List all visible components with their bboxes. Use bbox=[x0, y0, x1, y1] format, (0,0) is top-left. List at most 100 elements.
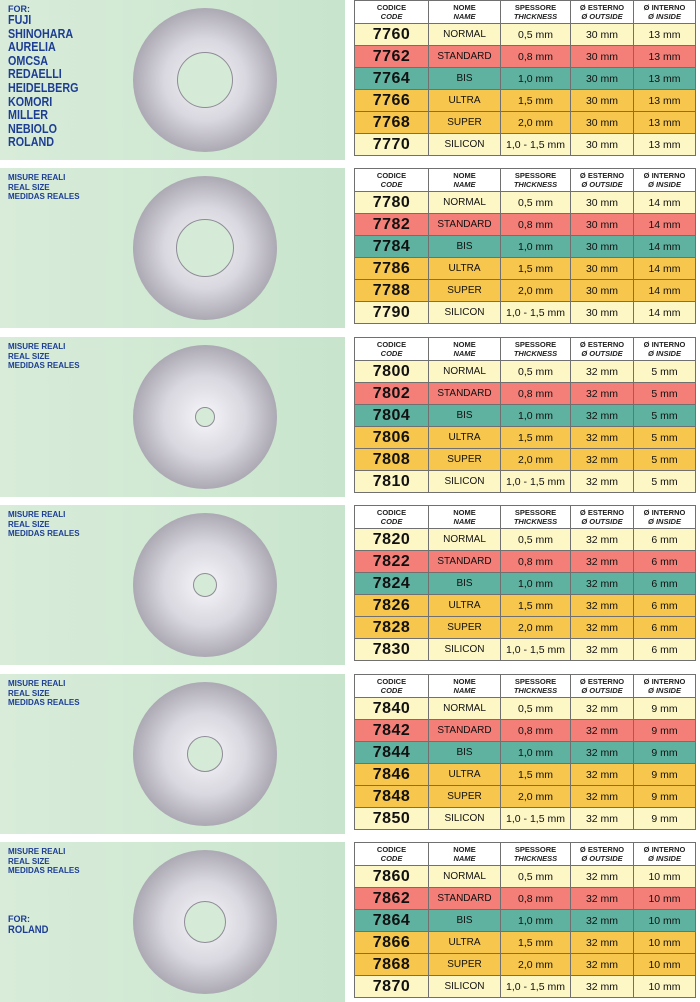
product-name: STANDARD bbox=[428, 45, 501, 68]
header-thickness: SPESSORE THICKNESS bbox=[500, 842, 571, 866]
product-name: STANDARD bbox=[428, 719, 501, 742]
product-name: NORMAL bbox=[428, 360, 501, 383]
product-name: NORMAL bbox=[428, 528, 501, 551]
product-code: 7810 bbox=[354, 470, 429, 493]
thickness-value: 1,0 mm bbox=[500, 741, 571, 764]
table-row: 7808 SUPER 2,0 mm 32 mm 5 mm bbox=[354, 448, 696, 471]
outside-diameter: 30 mm bbox=[570, 23, 634, 46]
real-size-text: REAL SIZE bbox=[8, 351, 50, 361]
outside-diameter: 32 mm bbox=[570, 719, 634, 742]
table-row: 7864 BIS 1,0 mm 32 mm 10 mm bbox=[354, 909, 696, 932]
table-row: 7866 ULTRA 1,5 mm 32 mm 10 mm bbox=[354, 931, 696, 954]
outside-diameter: 32 mm bbox=[570, 404, 634, 427]
product-name: ULTRA bbox=[428, 426, 501, 449]
inside-diameter: 6 mm bbox=[633, 572, 696, 595]
product-name: BIS bbox=[428, 404, 501, 427]
thickness-value: 1,5 mm bbox=[500, 931, 571, 954]
header-sublabel: Ø OUTSIDE bbox=[581, 349, 623, 358]
inside-diameter: 9 mm bbox=[633, 785, 696, 808]
table-row: 7786 ULTRA 1,5 mm 30 mm 14 mm bbox=[354, 257, 696, 280]
header-name: NOME NAME bbox=[428, 674, 501, 698]
disc-5mm-icon bbox=[133, 345, 277, 489]
real-size-text: MISURE REALI bbox=[8, 342, 66, 351]
header-sublabel: Ø OUTSIDE bbox=[581, 854, 623, 863]
thickness-value: 1,5 mm bbox=[500, 426, 571, 449]
inside-diameter: 6 mm bbox=[633, 616, 696, 639]
header-label: SPESSORE bbox=[514, 3, 557, 12]
inside-diameter: 9 mm bbox=[633, 697, 696, 720]
outside-diameter: 32 mm bbox=[570, 975, 634, 998]
product-code: 7848 bbox=[354, 785, 429, 808]
header-label: Ø INTERNO bbox=[643, 508, 686, 517]
outside-diameter: 32 mm bbox=[570, 909, 634, 932]
real-size-text: MEDIDAS REALES bbox=[8, 529, 80, 538]
real-size-text: MEDIDAS REALES bbox=[8, 866, 80, 875]
header-label: CODICE bbox=[376, 677, 407, 686]
header-label: CODICE bbox=[376, 508, 407, 517]
product-name: ULTRA bbox=[428, 931, 501, 954]
outside-diameter: 30 mm bbox=[570, 213, 634, 236]
thickness-value: 1,0 - 1,5 mm bbox=[500, 301, 571, 324]
header-label: CODICE bbox=[376, 3, 407, 12]
spec-table: CODICE CODE NOME NAME SPESSORE THICKNESS Ø EST… bbox=[354, 674, 696, 830]
thickness-value: 1,0 mm bbox=[500, 572, 571, 595]
table-row: 7768 SUPER 2,0 mm 30 mm 13 mm bbox=[354, 111, 696, 134]
header-label: Ø INTERNO bbox=[643, 677, 686, 686]
outside-diameter: 32 mm bbox=[570, 594, 634, 617]
thickness-value: 1,0 mm bbox=[500, 404, 571, 427]
table-row: 7844 BIS 1,0 mm 32 mm 9 mm bbox=[354, 741, 696, 764]
thickness-value: 0,5 mm bbox=[500, 360, 571, 383]
product-name: BIS bbox=[428, 235, 501, 258]
header-label: SPESSORE bbox=[514, 677, 557, 686]
header-sublabel: Ø OUTSIDE bbox=[581, 180, 623, 189]
header-sublabel: CODE bbox=[380, 854, 403, 863]
outside-diameter: 30 mm bbox=[570, 67, 634, 90]
disc-13mm-icon bbox=[133, 8, 277, 152]
table-row: 7860 NORMAL 0,5 mm 32 mm 10 mm bbox=[354, 865, 696, 888]
inside-diameter: 9 mm bbox=[633, 741, 696, 764]
thickness-value: 1,0 - 1,5 mm bbox=[500, 133, 571, 156]
table-row: 7824 BIS 1,0 mm 32 mm 6 mm bbox=[354, 572, 696, 595]
header-code: CODICE CODE bbox=[354, 168, 429, 192]
real-size-text: REAL SIZE bbox=[8, 856, 50, 866]
thickness-value: 0,5 mm bbox=[500, 528, 571, 551]
product-code: 7806 bbox=[354, 426, 429, 449]
product-block: MISURE REALI REAL SIZE MEDIDAS REALES CODIC… bbox=[0, 337, 700, 497]
header-name: NOME NAME bbox=[428, 168, 501, 192]
header-label: Ø ESTERNO bbox=[579, 845, 625, 854]
header-sublabel: Ø OUTSIDE bbox=[581, 517, 623, 526]
header-label: SPESSORE bbox=[514, 508, 557, 517]
outside-diameter: 32 mm bbox=[570, 785, 634, 808]
table-header-row: CODICE CODE NOME NAME SPESSORE THICKNESS Ø EST… bbox=[354, 842, 696, 866]
product-code: 7804 bbox=[354, 404, 429, 427]
header-label: Ø INTERNO bbox=[643, 845, 686, 854]
product-name: SILICON bbox=[428, 638, 501, 661]
real-size-text: MEDIDAS REALES bbox=[8, 698, 80, 707]
outside-diameter: 32 mm bbox=[570, 638, 634, 661]
disc-hole bbox=[193, 573, 217, 597]
outside-diameter: 32 mm bbox=[570, 616, 634, 639]
header-code: CODICE CODE bbox=[354, 505, 429, 529]
disc-10mm-icon bbox=[133, 850, 277, 994]
inside-diameter: 5 mm bbox=[633, 404, 696, 427]
table-row: 7830 SILICON 1,0 - 1,5 mm 32 mm 6 mm bbox=[354, 638, 696, 661]
disc-panel: MISURE REALI REAL SIZE MEDIDAS REALES bbox=[0, 168, 345, 328]
header-label: SPESSORE bbox=[514, 340, 557, 349]
header-sublabel: THICKNESS bbox=[513, 12, 558, 21]
table-header-row: CODICE CODE NOME NAME SPESSORE THICKNESS Ø EST… bbox=[354, 168, 696, 192]
table-row: 7804 BIS 1,0 mm 32 mm 5 mm bbox=[354, 404, 696, 427]
outside-diameter: 32 mm bbox=[570, 741, 634, 764]
product-block: FOR: FUJI SHINOHARA AURELIA OMCSA REDAELLI HEI… bbox=[0, 0, 700, 160]
outside-diameter: 30 mm bbox=[570, 89, 634, 112]
header-sublabel: Ø INSIDE bbox=[648, 517, 681, 526]
inside-diameter: 14 mm bbox=[633, 301, 696, 324]
product-code: 7862 bbox=[354, 887, 429, 910]
product-code: 7842 bbox=[354, 719, 429, 742]
header-sublabel: CODE bbox=[380, 686, 403, 695]
real-size-text: MISURE REALI bbox=[8, 510, 66, 519]
thickness-value: 0,5 mm bbox=[500, 865, 571, 888]
product-name: ULTRA bbox=[428, 257, 501, 280]
table-row: 7766 ULTRA 1,5 mm 30 mm 13 mm bbox=[354, 89, 696, 112]
header-label: NOME bbox=[453, 171, 476, 180]
